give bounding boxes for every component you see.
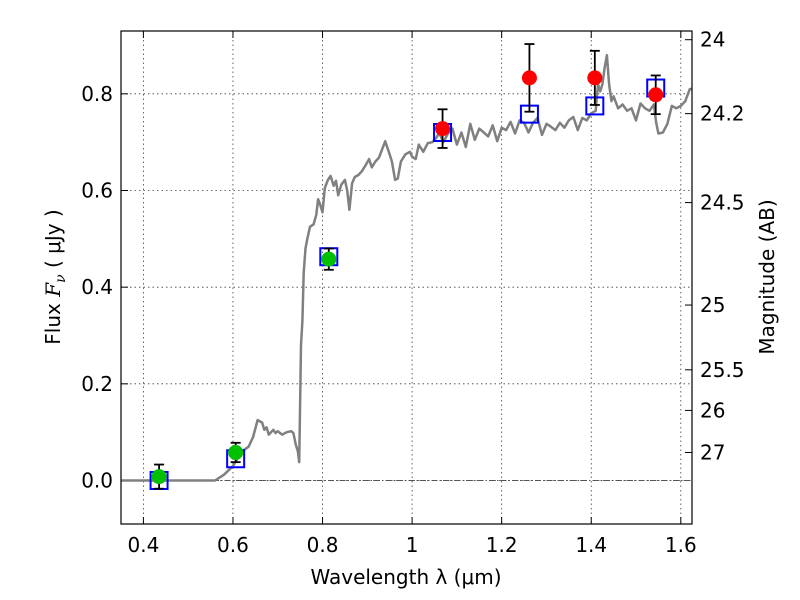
observed-flux-point	[151, 469, 167, 485]
plot-area	[121, 43, 692, 490]
y-axis-label: Flux Fν ( μJy )	[41, 209, 69, 344]
y-tick-label: 0.0	[81, 469, 113, 493]
y2-axis-label: Magnitude (AB)	[755, 199, 779, 354]
observed-flux-point	[587, 70, 603, 86]
x-tick-label: 0.4	[127, 533, 159, 557]
grid-lines	[121, 31, 692, 524]
observed-flux-point	[228, 444, 244, 460]
observed-flux-point	[321, 251, 337, 267]
y2-tick-label: 25.5	[700, 358, 745, 382]
y2-tick-labels: 24 24.2 24.5 25 25.5 26 27	[700, 28, 745, 465]
y2-tick-label: 24.5	[700, 191, 745, 215]
x-tick-label: 1	[406, 533, 419, 557]
y2-tick-label: 26	[700, 398, 725, 422]
model-spectrum-line	[121, 53, 692, 482]
x-tick-label: 1.4	[575, 533, 607, 557]
observed-flux-point	[435, 121, 451, 137]
y-tick-label: 0.2	[81, 372, 113, 396]
observed-flux-point	[648, 87, 664, 103]
observed-flux-point	[521, 70, 537, 86]
y2-tick-label: 24	[700, 28, 725, 52]
x-axis-label: Wavelength λ (μm)	[310, 565, 501, 589]
y2-tick-label: 25	[700, 293, 725, 317]
x-tick-label: 1.6	[665, 533, 697, 557]
y2-tick-label: 27	[700, 440, 725, 464]
x-tick-label: 0.6	[217, 533, 249, 557]
plot-frame	[120, 30, 693, 525]
axis-ticks	[121, 31, 692, 524]
y-tick-label: 0.4	[81, 275, 113, 299]
y-tick-labels: 0.0 0.2 0.4 0.6 0.8	[81, 82, 113, 493]
y-tick-label: 0.6	[81, 179, 113, 203]
x-tick-label: 0.8	[307, 533, 339, 557]
x-tick-label: 1.2	[486, 533, 518, 557]
y2-tick-label: 24.2	[700, 102, 745, 126]
x-tick-labels: 0.4 0.6 0.8 1 1.2 1.4 1.6	[127, 533, 696, 557]
y-tick-label: 0.8	[81, 82, 113, 106]
